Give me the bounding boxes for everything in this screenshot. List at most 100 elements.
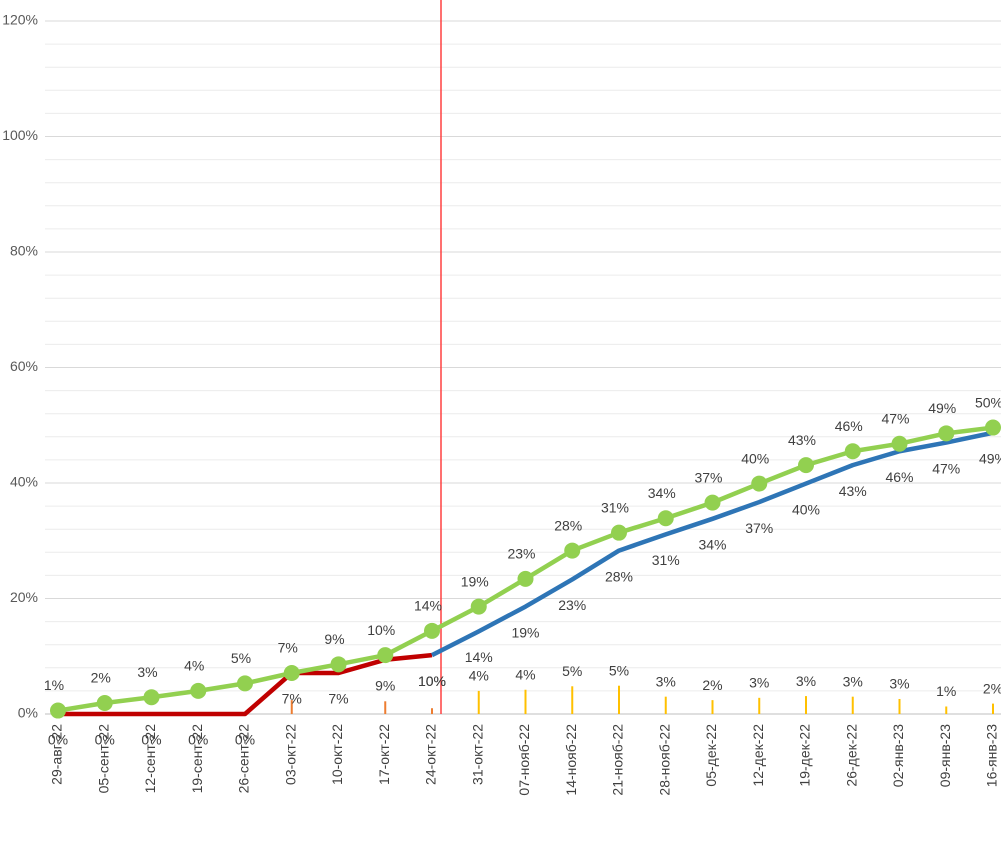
- data-label: 5%: [231, 650, 251, 666]
- data-label: 46%: [885, 469, 913, 485]
- data-label: 23%: [558, 597, 586, 613]
- x-tick-label: 12-сент-22: [142, 724, 158, 794]
- y-tick-label: 0%: [18, 705, 38, 721]
- x-tick-label: 02-янв-23: [890, 724, 906, 787]
- data-label: 3%: [137, 664, 157, 680]
- data-label: 3%: [889, 676, 909, 692]
- data-label: 9%: [375, 677, 395, 693]
- y-tick-label: 40%: [10, 474, 38, 490]
- marker: [657, 510, 674, 527]
- data-label: 4%: [469, 668, 489, 684]
- data-label: 10%: [418, 673, 446, 689]
- data-label: 23%: [507, 546, 535, 562]
- x-tick-label: 24-окт-22: [423, 724, 439, 785]
- data-label: 49%: [979, 450, 1001, 466]
- bar: [431, 708, 433, 714]
- data-label: 2%: [91, 670, 111, 686]
- x-tick-label: 19-дек-22: [797, 724, 813, 787]
- data-label: 5%: [562, 663, 582, 679]
- data-label: 1%: [44, 677, 64, 693]
- data-label: 14%: [465, 649, 493, 665]
- data-label: 31%: [601, 499, 629, 515]
- data-label: 14%: [414, 598, 442, 614]
- data-label: 40%: [792, 501, 820, 517]
- data-label: 0%: [235, 732, 255, 748]
- x-tick-label: 19-сент-22: [189, 724, 205, 794]
- bar: [898, 698, 901, 714]
- data-label: 50%: [975, 394, 1001, 410]
- data-label: 7%: [282, 691, 302, 707]
- x-tick-label: 29-авг-22: [49, 724, 65, 785]
- bar: [851, 696, 854, 714]
- x-tick-label: 17-окт-22: [376, 724, 392, 785]
- data-label: 28%: [605, 568, 633, 584]
- y-tick-label: 80%: [10, 243, 38, 259]
- marker: [190, 682, 207, 699]
- data-label: 7%: [278, 640, 298, 656]
- data-label: 19%: [461, 573, 489, 589]
- bar: [805, 696, 807, 714]
- x-tick-label: 31-окт-22: [469, 724, 485, 785]
- y-tick-label: 120%: [2, 12, 38, 28]
- data-label: 28%: [554, 517, 582, 533]
- marker: [611, 524, 627, 541]
- y-tick-label: 20%: [10, 589, 38, 605]
- x-tick-label: 26-дек-22: [843, 724, 859, 787]
- data-label: 37%: [694, 469, 722, 485]
- data-label: 1%: [936, 683, 956, 699]
- marker: [938, 425, 955, 442]
- data-label: 47%: [932, 460, 960, 476]
- y-tick-label: 100%: [2, 127, 38, 143]
- bar: [664, 696, 667, 714]
- data-label: 49%: [928, 400, 956, 416]
- data-label: 46%: [835, 418, 863, 434]
- data-label: 10%: [367, 622, 395, 638]
- bar: [711, 700, 714, 714]
- x-tick-label: 05-сент-22: [95, 724, 111, 794]
- data-label: 31%: [652, 552, 680, 568]
- bar: [524, 689, 527, 714]
- marker: [470, 598, 487, 615]
- bar: [571, 686, 574, 714]
- x-tick-label: 07-нояб-22: [516, 724, 532, 796]
- data-label: 4%: [515, 666, 535, 682]
- data-label: 37%: [745, 520, 773, 536]
- data-label: 47%: [881, 410, 909, 426]
- x-tick-label: 16-янв-23: [984, 724, 1000, 787]
- data-label: 34%: [648, 485, 676, 501]
- bar: [618, 685, 620, 714]
- marker: [50, 702, 66, 719]
- data-label: 9%: [324, 631, 344, 647]
- data-label: 2%: [702, 677, 722, 693]
- data-label: 3%: [656, 673, 676, 689]
- data-label: 0%: [48, 732, 68, 748]
- marker: [283, 664, 300, 681]
- data-label: 10%: [418, 673, 446, 689]
- marker: [704, 494, 721, 511]
- x-tick-label: 28-нояб-22: [656, 724, 672, 796]
- x-tick-label: 12-дек-22: [750, 724, 766, 787]
- data-label: 4%: [184, 658, 204, 674]
- data-label: 3%: [843, 673, 863, 689]
- data-label: 0%: [141, 732, 161, 748]
- marker: [985, 419, 1001, 436]
- data-label: 43%: [839, 483, 867, 499]
- x-tick-label: 05-дек-22: [703, 724, 719, 787]
- marker: [751, 475, 768, 492]
- x-tick-label: 26-сент-22: [236, 724, 252, 794]
- x-tick-label: 09-янв-23: [937, 724, 953, 787]
- x-tick-label: 03-окт-22: [282, 724, 298, 785]
- data-label: 34%: [698, 537, 726, 553]
- x-tick-label: 10-окт-22: [329, 724, 345, 785]
- data-label: 5%: [609, 662, 629, 678]
- data-label: 2%: [983, 680, 1001, 696]
- bar: [758, 697, 761, 714]
- line: [58, 652, 433, 717]
- data-label: 7%: [328, 691, 348, 707]
- bar: [477, 690, 480, 714]
- data-label: 40%: [741, 450, 769, 466]
- y-tick-label: 60%: [10, 358, 38, 374]
- bar: [290, 700, 293, 714]
- data-label: 0%: [188, 732, 208, 748]
